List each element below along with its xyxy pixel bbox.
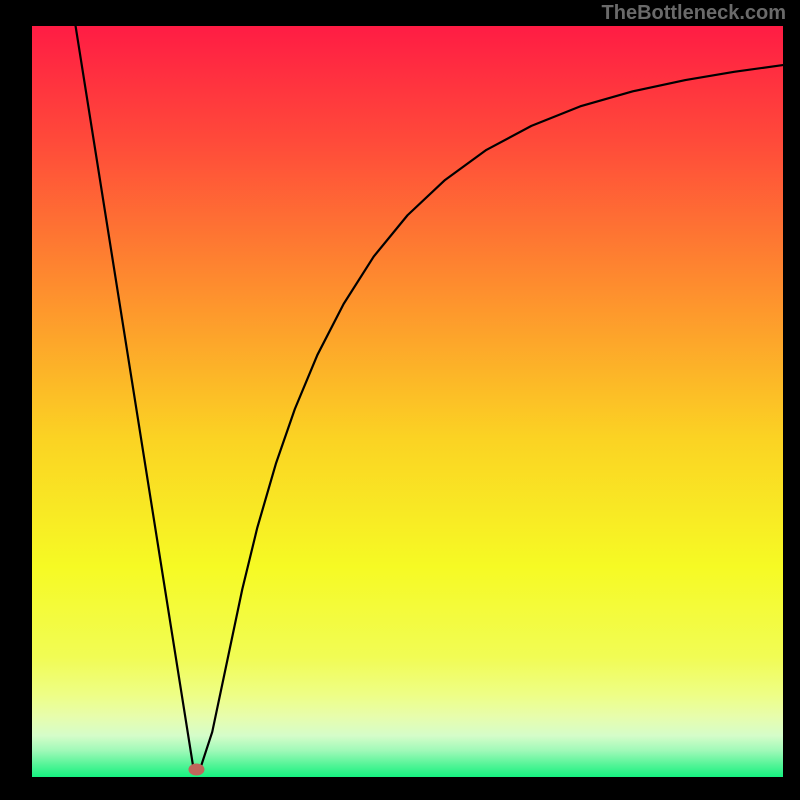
- chart-container: TheBottleneck.com: [0, 0, 800, 800]
- gradient-background: [32, 26, 783, 777]
- minimum-marker: [188, 763, 204, 775]
- attribution-text: TheBottleneck.com: [602, 2, 786, 25]
- chart-svg: [32, 26, 783, 777]
- plot-area: [32, 26, 783, 777]
